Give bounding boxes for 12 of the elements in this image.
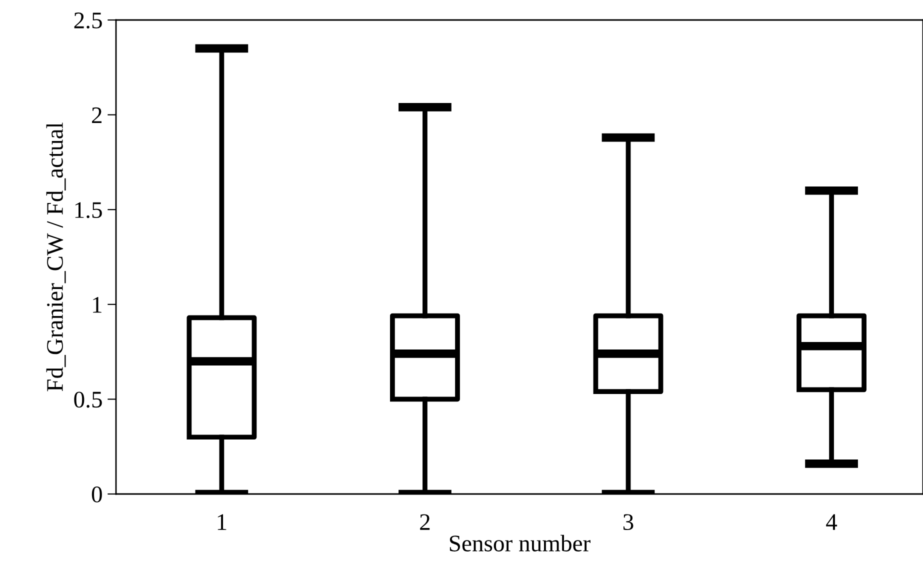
x-axis-title: Sensor number — [450, 534, 590, 552]
x-tick-label: 3 — [623, 514, 634, 530]
y-tick-label: 0.5 — [74, 392, 102, 408]
x-tick-label: 2 — [420, 514, 430, 530]
y-tick-label: 1.5 — [75, 202, 102, 218]
y-tick-label: 2 — [92, 107, 102, 123]
y-axis-title: Fd_Granier_CW / Fd_actual — [46, 122, 66, 392]
y-tick-label: 1 — [93, 297, 102, 313]
y-tick-label: 0 — [92, 486, 102, 502]
x-tick-label: 1 — [218, 514, 226, 530]
y-tick-label: 2.5 — [74, 12, 102, 29]
x-tick-label: 4 — [826, 514, 838, 530]
